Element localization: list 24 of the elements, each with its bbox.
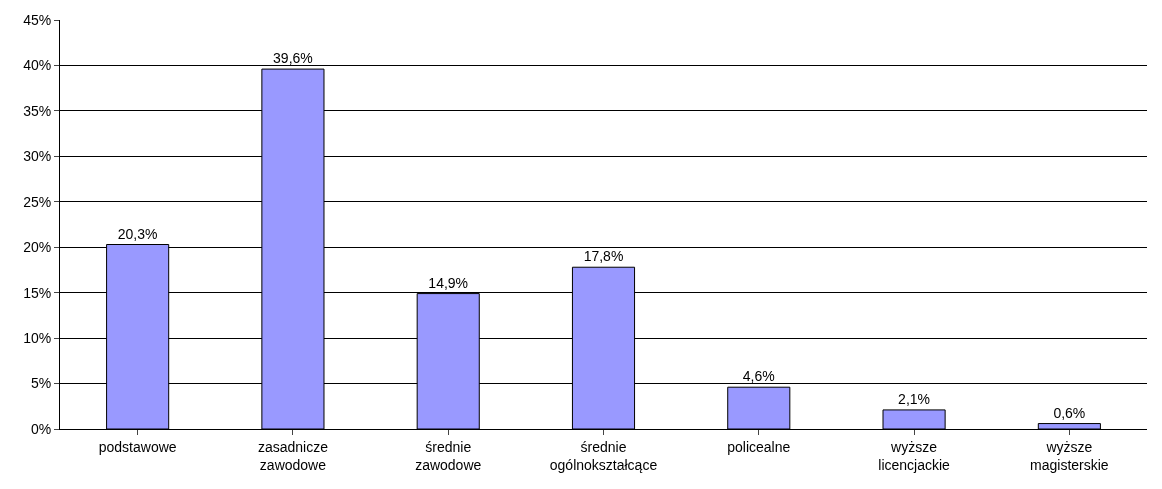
y-tick-label: 25% — [23, 193, 52, 210]
x-tick-label: wyższe magisterskie — [1030, 438, 1109, 473]
y-tick-label: 45% — [23, 11, 52, 28]
y-tick-label: 5% — [30, 375, 52, 392]
data-label: 17,8% — [583, 248, 624, 265]
data-label: 2,1% — [898, 390, 931, 407]
y-tick-label: 35% — [23, 102, 52, 119]
data-label: 20,3% — [117, 225, 158, 242]
y-tick-label: 40% — [23, 57, 52, 74]
data-label: 14,9% — [428, 274, 469, 291]
x-tick-label: średnie zawodowe — [415, 438, 482, 473]
y-tick-label: 15% — [23, 284, 52, 301]
y-tick-label: 10% — [23, 330, 52, 347]
x-tick-label: policealne — [727, 438, 791, 455]
x-tick-label: podstawowe — [98, 438, 177, 455]
x-tick-label: średnie ogólnokształcące — [549, 438, 658, 473]
y-tick-label: 20% — [23, 239, 52, 256]
x-tick-label: zasadnicze zawodowe — [257, 438, 329, 473]
data-label: 4,6% — [742, 368, 775, 385]
data-label: 39,6% — [273, 50, 313, 67]
y-tick-label: 30% — [23, 148, 52, 165]
y-tick-label: 0% — [30, 420, 52, 437]
x-tick-label: wyższe licencjackie — [878, 438, 951, 473]
data-label: 0,6% — [1053, 404, 1086, 421]
